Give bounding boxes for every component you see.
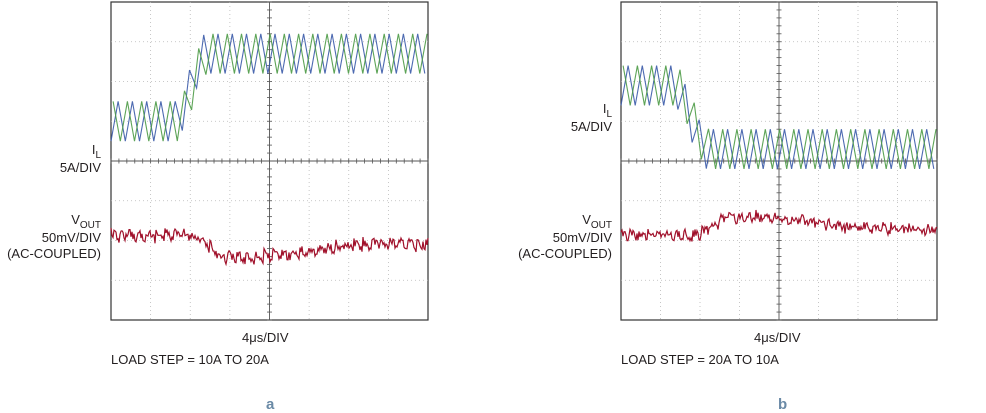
il-label-a: IL 5A/DIV: [60, 142, 101, 176]
vout-coupling-b: (AC-COUPLED): [518, 246, 612, 261]
vout-label-b: VOUT 50mV/DIV (AC-COUPLED): [518, 212, 612, 262]
il-symbol-a: I: [91, 142, 96, 157]
il-scale-a: 5A/DIV: [59, 160, 101, 175]
panel-b: IL 5A/DIV VOUT 50mV/DIV (AC-COUPLED) 4μs…: [493, 0, 986, 413]
il-phase-2-trace: [112, 33, 428, 142]
vout-trace: [620, 209, 938, 243]
vout-scale-b: 50mV/DIV: [552, 230, 612, 245]
scope-plot-a: [110, 1, 429, 321]
caption-a: LOAD STEP = 10A TO 20A: [111, 352, 269, 367]
vout-subscript-a: OUT: [79, 220, 101, 231]
panel-a: IL 5A/DIV VOUT 50mV/DIV (AC-COUPLED) 4μs…: [0, 0, 493, 413]
il-phase-2-trace: [622, 65, 937, 169]
scope-plot-b: [620, 1, 938, 321]
caption-b: LOAD STEP = 20A TO 10A: [621, 352, 779, 367]
vout-symbol-a: V: [71, 212, 80, 227]
il-subscript-b: L: [606, 109, 612, 120]
vout-subscript-b: OUT: [590, 220, 612, 231]
panel-letter-a: a: [266, 396, 275, 413]
time-div-b: 4μs/DIV: [754, 330, 801, 345]
vout-scale-a: 50mV/DIV: [41, 230, 101, 245]
vout-trace: [110, 227, 429, 267]
panel-letter-b: b: [778, 396, 788, 413]
il-scale-b: 5A/DIV: [570, 119, 612, 134]
il-label-b: IL 5A/DIV: [571, 101, 612, 135]
vout-symbol-b: V: [582, 212, 591, 227]
il-symbol-b: I: [602, 101, 607, 116]
time-div-a: 4μs/DIV: [242, 330, 289, 345]
vout-label-a: VOUT 50mV/DIV (AC-COUPLED): [7, 212, 101, 262]
vout-coupling-a: (AC-COUPLED): [7, 246, 101, 261]
il-subscript-a: L: [95, 150, 101, 161]
